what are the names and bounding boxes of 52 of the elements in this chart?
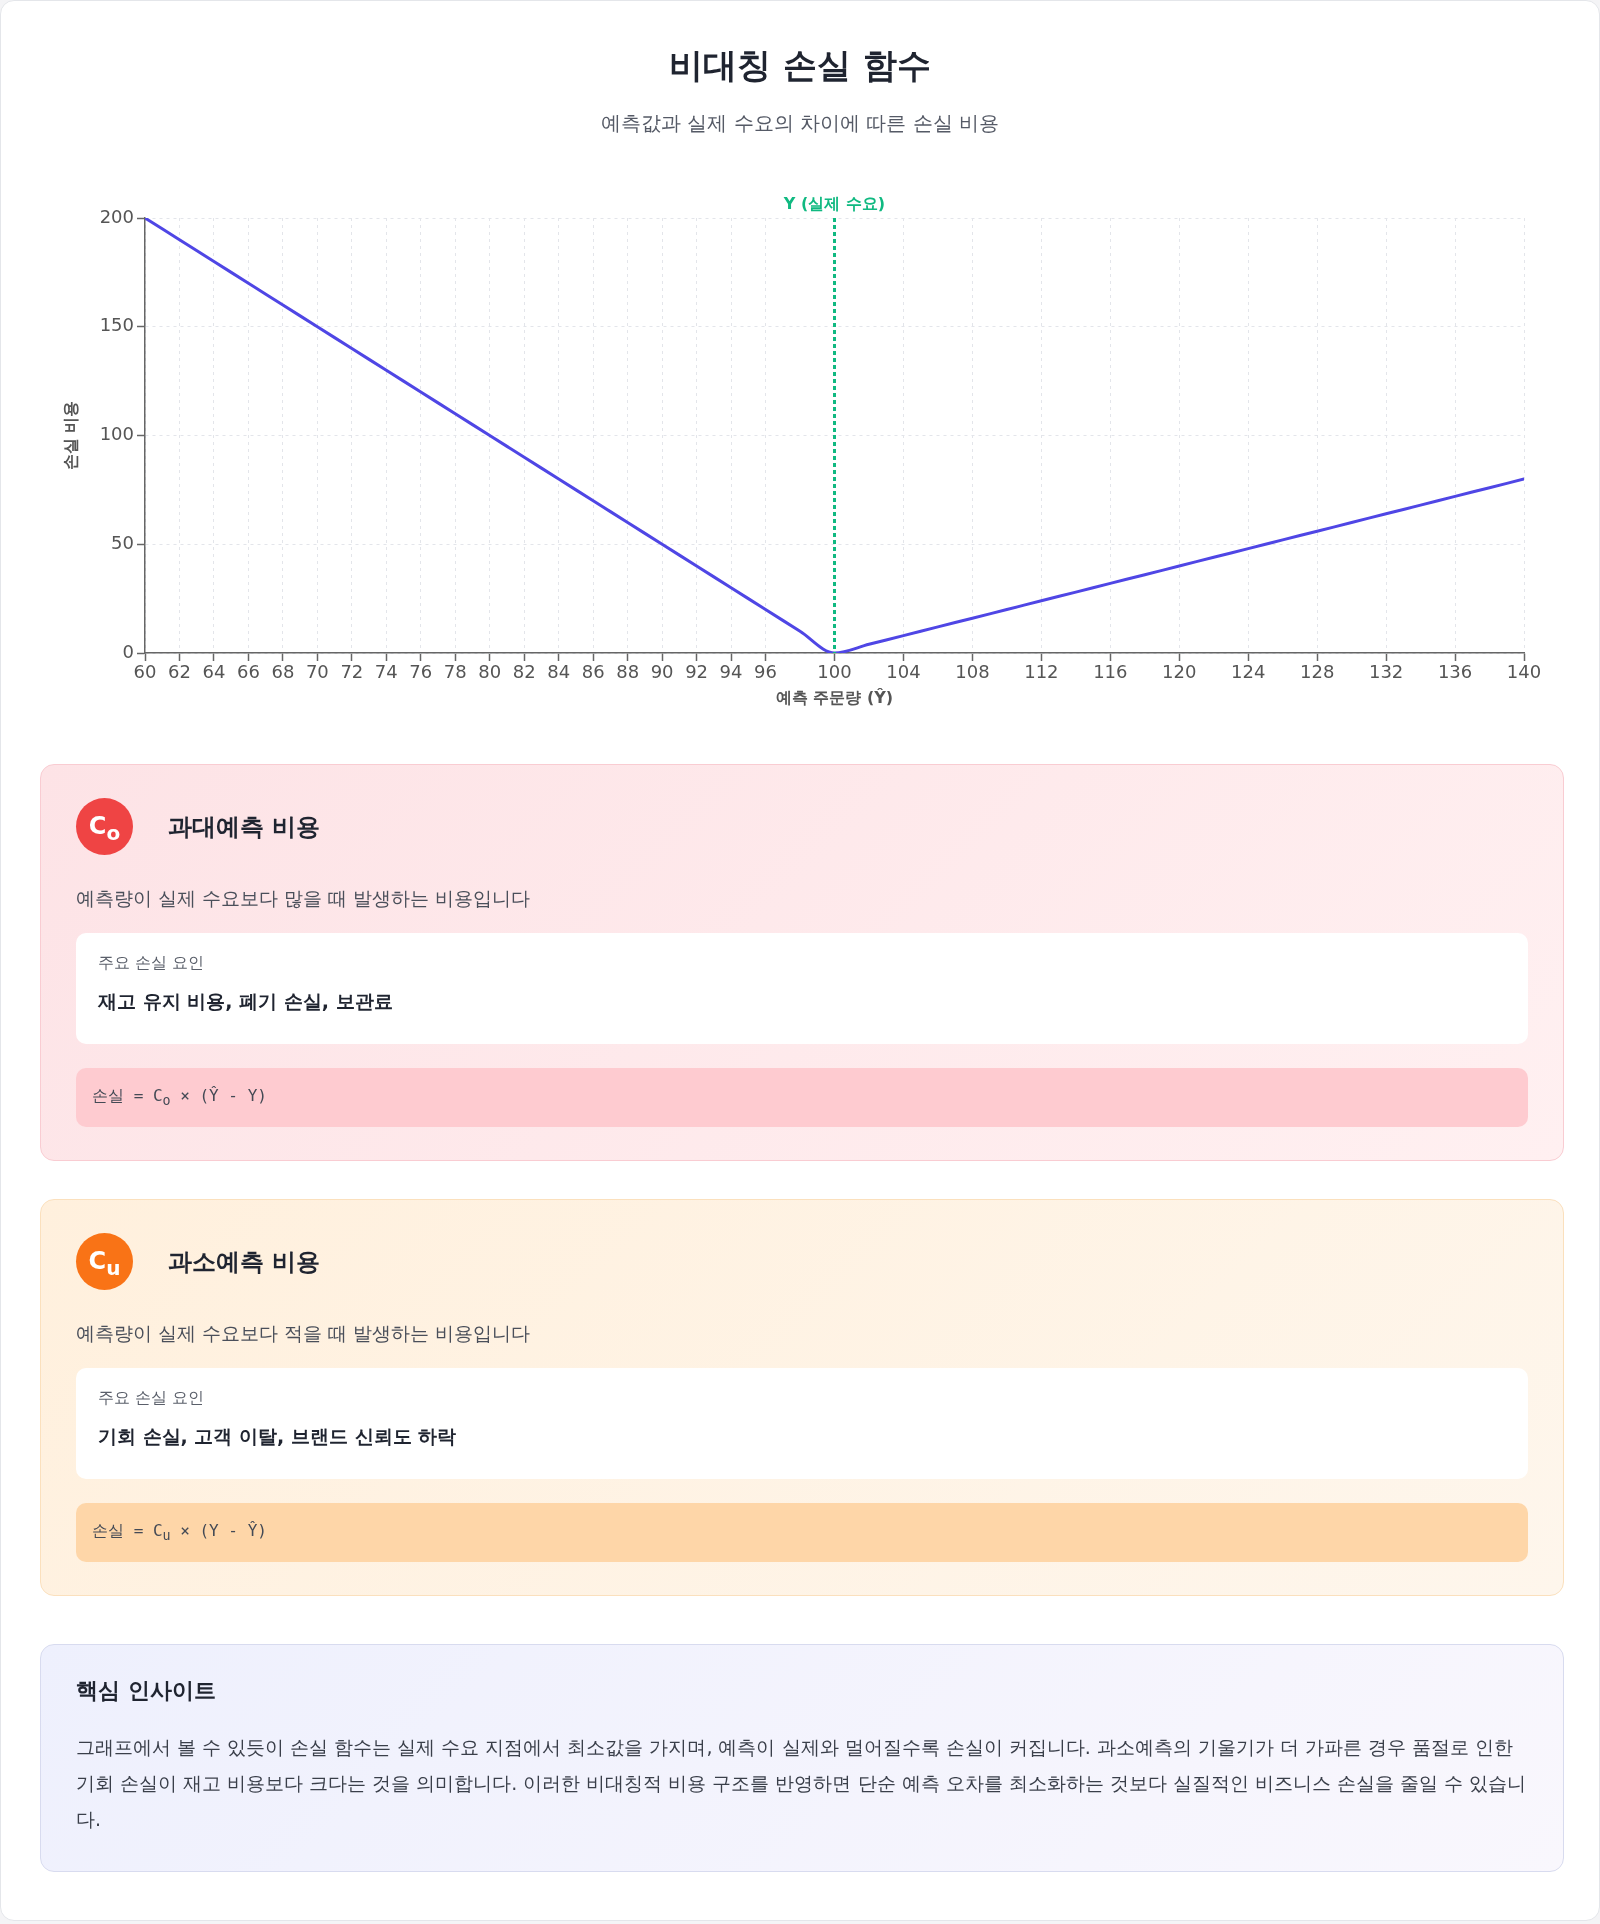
x-tick-label: 120 — [1162, 661, 1197, 683]
x-tick-label: 100 — [817, 661, 852, 683]
text: 기회 손실, 고객 이탈, 브랜드 신뢰도 하락 — [98, 1424, 458, 1449]
x-tick-label: 70 — [305, 661, 329, 683]
x-tick-label: 136 — [1437, 661, 1473, 683]
x-tick-label: 68 — [271, 661, 295, 683]
text: 핵심 인사이트 — [76, 1677, 217, 1705]
x-tick-label: 124 — [1231, 661, 1266, 683]
x-tick-label: 64 — [202, 661, 226, 683]
text: 그래프에서 볼 수 있듯이 손실 함수는 실제 수요 지점에서 최소값을 가지며, 예측이 실제와 멀어질수록 손실이 커집니다. 과소예측의 기울기가 더 가파른 경우 품절로 인한 기회 손실이 재고 비용보다 크다는 것을 의미합니다. 이러한 비대칭적 비용 구조를 반영하면 단순 예측 오차를 최소화하는 것보다 실질적인 비즈니스 손실을 줄일 수 있습니다. — [76, 1735, 1527, 1832]
y-tick-label: 0 — [122, 640, 134, 662]
x-tick-label: 94 — [719, 661, 743, 683]
x-tick-label: 108 — [955, 661, 990, 683]
x-tick-label: 62 — [168, 661, 191, 683]
y-tick-label: 50 — [111, 531, 134, 553]
text: 예측량이 실제 수요보다 많을 때 발생하는 비용입니다 — [76, 886, 532, 911]
chart-title: 비대칭 손실 함수 — [668, 44, 932, 86]
x-tick-label: 66 — [236, 661, 260, 683]
x-tick-label: 78 — [443, 661, 467, 683]
x-tick-label: 80 — [478, 661, 502, 683]
y-tick-label: 150 — [99, 314, 134, 336]
y-tick-label: 200 — [99, 205, 134, 227]
x-axis-title: 예측 주문량 (Ŷ) — [775, 687, 894, 707]
x-tick-label: 72 — [340, 661, 364, 683]
x-tick-label: 116 — [1093, 661, 1128, 683]
chart-subtitle: 예측값과 실제 수요의 차이에 따른 손실 비용 — [599, 110, 1001, 137]
x-tick-label: 84 — [547, 661, 571, 683]
x-tick-label: 82 — [512, 661, 536, 683]
y-axis-title: 손실 비용 — [60, 400, 80, 471]
x-tick-label: 88 — [616, 661, 640, 683]
x-tick-label: 128 — [1299, 661, 1335, 683]
y-tick-label: 100 — [99, 423, 134, 445]
x-tick-label: 96 — [754, 661, 777, 683]
x-tick-label: 104 — [886, 661, 921, 683]
text: 손실 = C$_{o}$ × (Ŷ - Y) — [92, 1086, 267, 1109]
x-tick-label: 132 — [1368, 661, 1404, 683]
text: 과소예측 비용 — [168, 1246, 321, 1278]
x-tick-label: 76 — [409, 661, 433, 683]
text: 손실 = C$_{u}$ × (Y - Ŷ) — [92, 1521, 267, 1544]
x-tick-label: 60 — [133, 661, 157, 683]
text: 주요 손실 요인 — [98, 1387, 206, 1409]
x-tick-label: 140 — [1506, 661, 1542, 683]
x-tick-label: 112 — [1024, 661, 1059, 683]
text: 예측량이 실제 수요보다 적을 때 발생하는 비용입니다 — [76, 1321, 532, 1346]
x-tick-label: 92 — [685, 661, 709, 683]
x-tick-label: 90 — [650, 661, 674, 683]
x-tick-label: 74 — [374, 661, 398, 683]
text: 재고 유지 비용, 폐기 손실, 보관료 — [98, 989, 394, 1014]
text: 주요 손실 요인 — [98, 952, 206, 974]
x-tick-label: 86 — [581, 661, 605, 683]
ref-line-label: Y (실제 수요) — [782, 194, 886, 214]
text: 과대예측 비용 — [168, 811, 321, 843]
